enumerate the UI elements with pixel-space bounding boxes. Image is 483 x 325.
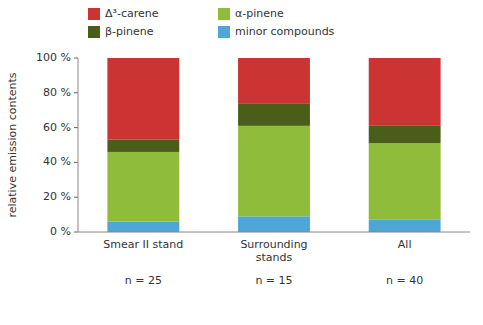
bar-segment <box>107 140 179 152</box>
y-tick-label: 100 % <box>36 51 71 64</box>
y-tick <box>74 92 78 93</box>
y-tick-label: 0 % <box>50 225 71 238</box>
bar-segment <box>107 152 179 222</box>
y-tick-label: 40 % <box>43 155 71 168</box>
annotation: n = 15 <box>255 274 292 287</box>
y-axis-label: relative emission contents <box>6 72 19 217</box>
bar-segment <box>369 220 441 232</box>
bar-segment <box>238 58 310 103</box>
x-axis <box>78 232 470 233</box>
x-tick-label-line: All <box>398 238 412 251</box>
bar-segment <box>107 222 179 232</box>
legend-swatch <box>218 8 230 20</box>
bar-segment <box>369 143 441 220</box>
bars <box>107 58 440 232</box>
y-tick-label: 60 % <box>43 121 71 134</box>
annotation: n = 40 <box>386 274 423 287</box>
y-tick-label: 80 % <box>43 86 71 99</box>
x-tick-label: All <box>398 238 412 251</box>
legend-swatch <box>218 26 230 38</box>
bar-segment <box>369 126 441 143</box>
y-axis <box>78 58 79 232</box>
y-tick <box>74 127 78 128</box>
annotation: n = 25 <box>125 274 162 287</box>
x-tick-label-line: Surrounding <box>240 238 307 251</box>
bar-segment <box>238 216 310 232</box>
legend-swatch <box>88 26 100 38</box>
chart: 0 % 20 % 40 % 60 % 80 % 100 % Smear II stand Su… <box>0 0 483 325</box>
legend-label: Δ³-carene <box>105 7 159 20</box>
legend: Δ³-carene β-pinene α-pinene minor compounds <box>88 7 335 38</box>
bar-segment <box>107 58 179 140</box>
legend-label: β-pinene <box>105 25 154 38</box>
y-tick <box>74 197 78 198</box>
y-tick <box>74 232 78 233</box>
x-tick-label-line: stands <box>256 251 293 264</box>
bar-segment <box>238 126 310 216</box>
x-tick-label: Surroundingstands <box>240 238 307 264</box>
bar-segment <box>369 58 441 126</box>
legend-label: α-pinene <box>235 7 284 20</box>
legend-label: minor compounds <box>235 25 335 38</box>
x-tick-label-line: Smear II stand <box>103 238 183 251</box>
y-tick <box>74 162 78 163</box>
legend-swatch <box>88 8 100 20</box>
y-tick-label: 20 % <box>43 190 71 203</box>
x-tick-label: Smear II stand <box>103 238 183 251</box>
bar-segment <box>238 103 310 126</box>
y-tick <box>74 58 78 59</box>
